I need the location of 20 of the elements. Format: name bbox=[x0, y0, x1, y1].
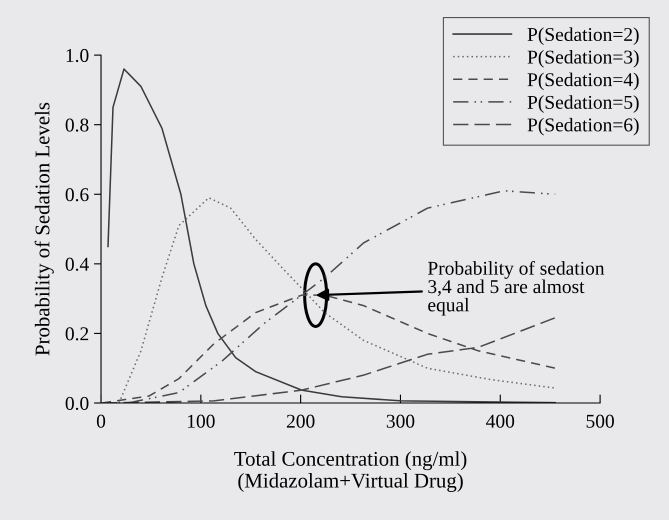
legend-label: P(Sedation=4) bbox=[528, 72, 639, 90]
x-tick-label: 0 bbox=[96, 414, 106, 428]
annotation: Probability of sedation 3,4 and 5 are almost equal bbox=[428, 260, 604, 316]
y-tick-label: 0.0 bbox=[66, 396, 88, 410]
x-tick-label: 500 bbox=[586, 414, 614, 428]
x-tick-label: 400 bbox=[486, 414, 514, 428]
y-tick-label: 1.0 bbox=[66, 48, 88, 62]
y-axis-title: Probability of Sedation Levels bbox=[34, 102, 54, 356]
legend-label: P(Sedation=6) bbox=[528, 118, 639, 136]
y-tick-label: 0.2 bbox=[66, 327, 88, 340]
legend-label: P(Sedation=5) bbox=[528, 95, 639, 113]
x-tick-label: 100 bbox=[188, 414, 215, 428]
y-tick-label: 0.4 bbox=[66, 258, 89, 271]
x-tick-label: 200 bbox=[286, 414, 314, 428]
y-tick-label: 0.6 bbox=[66, 188, 89, 202]
x-tick-label: 300 bbox=[386, 414, 414, 428]
legend-label: P(Sedation=2) bbox=[528, 27, 639, 45]
x-axis-title: Total Concentration (ng/ml) (Midazolam+Virtual Drug) bbox=[234, 451, 466, 492]
y-tick-label: 0.8 bbox=[66, 118, 88, 132]
legend-label: P(Sedation=3) bbox=[528, 50, 639, 68]
